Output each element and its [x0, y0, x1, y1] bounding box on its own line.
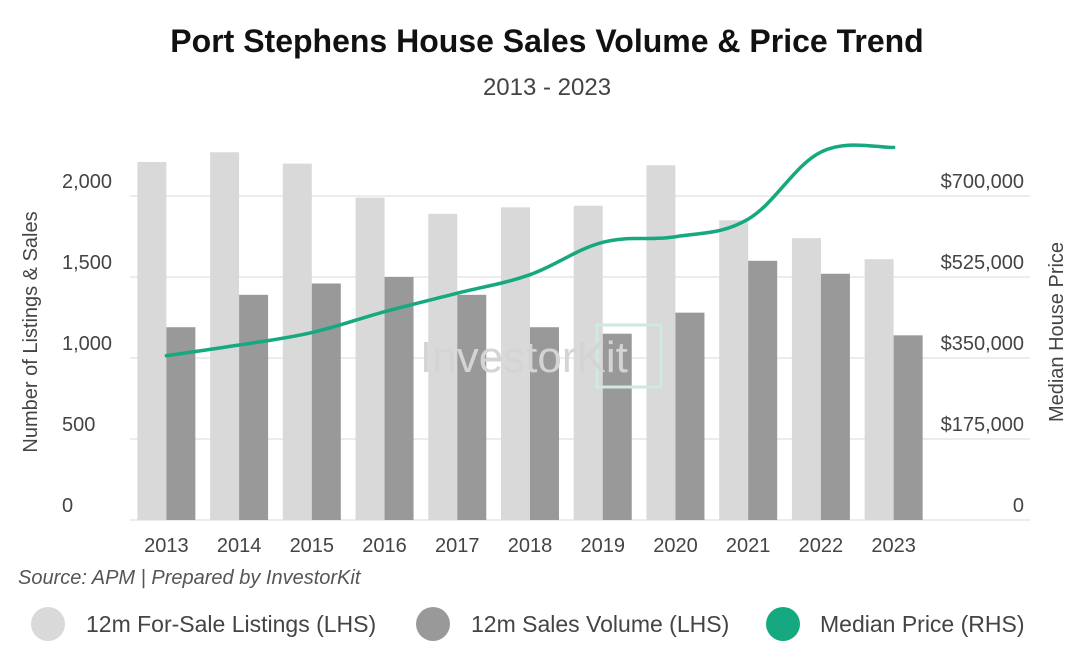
- right-tick-label: $525,000: [941, 252, 1024, 274]
- source-note: Source: APM | Prepared by InvestorKit: [18, 567, 362, 589]
- sales-bar: [530, 327, 559, 520]
- right-axis-label: Median House Price: [1046, 242, 1068, 422]
- x-tick-label: 2013: [144, 535, 189, 557]
- listings-bar: [719, 220, 749, 521]
- sales-bar: [311, 283, 341, 520]
- sales-bar: [457, 294, 487, 520]
- price-line: [164, 143, 896, 358]
- sales-bar: [893, 335, 923, 520]
- legend-label: Median Price (RHS): [820, 611, 1025, 637]
- x-tick-label: 2014: [217, 535, 262, 557]
- x-tick-label: 2017: [435, 535, 480, 557]
- listings-bar: [864, 259, 894, 520]
- x-tick-label: 2016: [362, 535, 407, 557]
- x-tick-label: 2023: [871, 535, 916, 557]
- left-axis-label: Number of Listings & Sales: [20, 211, 42, 452]
- legend-label: 12m Sales Volume (LHS): [471, 611, 729, 637]
- right-tick-label: $350,000: [941, 333, 1024, 355]
- x-tick-label: 2022: [799, 535, 844, 557]
- left-tick-label: 500: [62, 414, 95, 436]
- left-tick-label: 1,000: [62, 333, 112, 355]
- watermark: InvestorKit: [420, 323, 663, 389]
- x-tick-label: 2015: [290, 535, 335, 557]
- right-axis-ticks: 0 $175,000 $350,000 $525,000 $700,000: [941, 171, 1024, 517]
- x-tick-label: 2019: [580, 535, 625, 557]
- listings-bar: [791, 238, 821, 520]
- watermark-text: InvestorKit: [420, 333, 628, 382]
- right-tick-label: $700,000: [941, 171, 1024, 193]
- chart-subtitle: 2013 - 2023: [483, 74, 611, 101]
- sales-bar: [239, 294, 269, 520]
- legend-marker: [31, 607, 65, 641]
- legend-marker: [766, 607, 800, 641]
- chart-title: Port Stephens House Sales Volume & Price…: [170, 23, 923, 59]
- listings-bar: [137, 161, 167, 521]
- x-tick-label: 2021: [726, 535, 771, 557]
- x-tick-label: 2020: [653, 535, 698, 557]
- sales-bar: [820, 273, 850, 520]
- price-line-group: [164, 143, 896, 358]
- left-tick-label: 2,000: [62, 171, 112, 193]
- right-tick-label: 0: [1013, 495, 1024, 517]
- watermark-box: [595, 323, 663, 389]
- sales-bar: [675, 312, 705, 520]
- legend-label: 12m For-Sale Listings (LHS): [86, 611, 376, 637]
- listings-bar: [501, 207, 530, 520]
- legend: 12m For-Sale Listings (LHS) 12m Sales Vol…: [31, 607, 1025, 641]
- right-tick-label: $175,000: [941, 414, 1024, 436]
- listings-bar: [355, 197, 385, 520]
- left-tick-label: 1,500: [62, 252, 112, 274]
- x-tick-label: 2018: [508, 535, 553, 557]
- x-axis-ticks: 2013 2014 2015 2016 2017 2018 2019 2020 2021 2022…: [144, 535, 916, 557]
- sales-bar: [166, 327, 196, 520]
- sales-bar: [384, 277, 414, 520]
- sales-bar: [748, 260, 778, 520]
- listings-bar: [210, 152, 240, 520]
- listings-bar: [428, 213, 458, 520]
- bars-group: [137, 152, 923, 521]
- listings-bar: [282, 163, 312, 520]
- left-axis-ticks: 0 500 1,000 1,500 2,000: [62, 171, 112, 517]
- left-tick-label: 0: [62, 495, 73, 517]
- legend-marker: [416, 607, 450, 641]
- sales-bar: [602, 333, 632, 520]
